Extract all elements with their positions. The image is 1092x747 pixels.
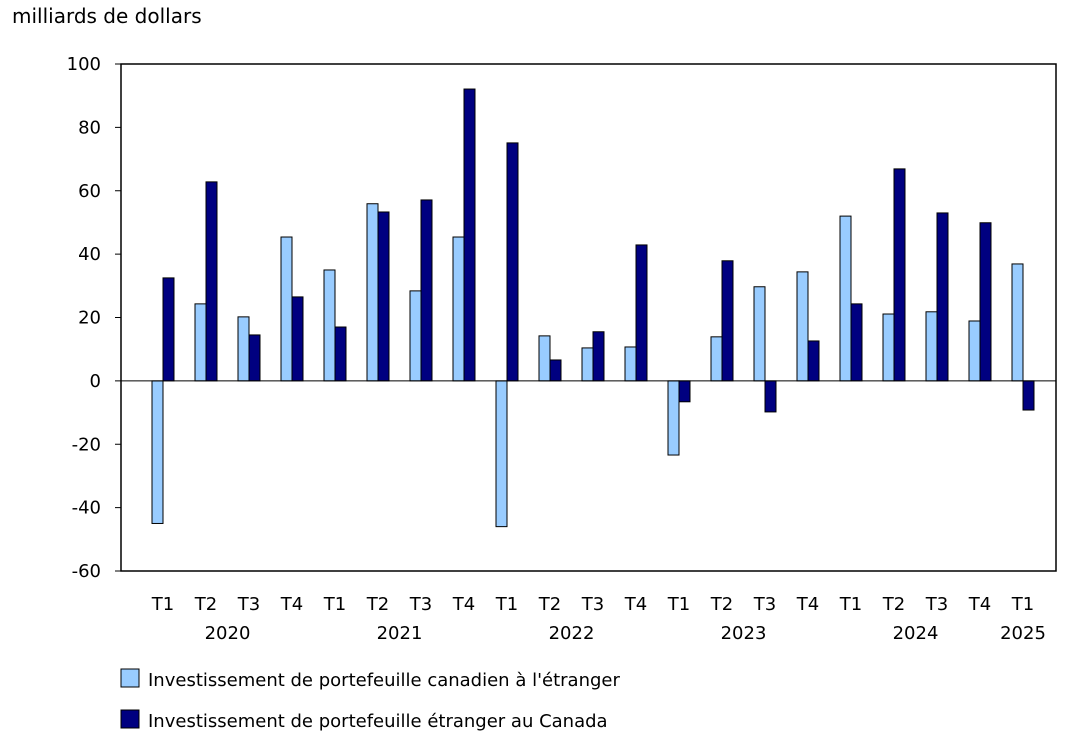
bar-canadian-abroad xyxy=(280,236,293,382)
bar-canadian-abroad xyxy=(925,311,938,382)
bar-foreign-in-canada xyxy=(893,168,906,382)
legend-swatch xyxy=(120,709,140,729)
bar-canadian-abroad xyxy=(151,380,164,524)
y-tick-label: -60 xyxy=(72,561,101,582)
bar-foreign-in-canada xyxy=(334,326,347,382)
bar-foreign-in-canada xyxy=(291,296,304,382)
plot-frame xyxy=(120,63,1057,572)
y-tick-label: 100 xyxy=(67,54,101,75)
bar-canadian-abroad xyxy=(968,320,981,382)
x-tick-label: T4 xyxy=(796,594,819,615)
x-tick-label: T1 xyxy=(839,594,862,615)
bar-canadian-abroad xyxy=(366,203,379,382)
bar-foreign-in-canada xyxy=(463,88,476,382)
bar-foreign-in-canada xyxy=(506,142,519,382)
bar-foreign-in-canada xyxy=(936,212,949,382)
bar-foreign-in-canada xyxy=(549,359,562,382)
bar-canadian-abroad xyxy=(323,269,336,382)
y-axis-title: milliards de dollars xyxy=(12,4,202,28)
y-tick-label: 80 xyxy=(78,117,101,138)
x-tick-label: T3 xyxy=(925,594,948,615)
x-tick-label: T3 xyxy=(237,594,260,615)
bar-canadian-abroad xyxy=(667,380,680,456)
x-tick-label: T2 xyxy=(366,594,389,615)
x-tick-label: T3 xyxy=(581,594,604,615)
bar-foreign-in-canada xyxy=(850,303,863,382)
x-year-label: 2023 xyxy=(721,623,767,644)
x-tick-label: T1 xyxy=(151,594,174,615)
y-tick-label: -40 xyxy=(72,498,101,519)
bar-canadian-abroad xyxy=(538,335,551,382)
x-year-label: 2020 xyxy=(205,623,251,644)
bar-foreign-in-canada xyxy=(1022,380,1035,411)
x-tick-label: T1 xyxy=(323,594,346,615)
bar-canadian-abroad xyxy=(452,236,465,382)
bar-foreign-in-canada xyxy=(764,380,777,413)
x-tick-label: T4 xyxy=(624,594,647,615)
bar-canadian-abroad xyxy=(194,303,207,382)
bar-canadian-abroad xyxy=(753,286,766,382)
bar-foreign-in-canada xyxy=(635,244,648,382)
x-tick-label: T4 xyxy=(452,594,475,615)
bar-foreign-in-canada xyxy=(420,199,433,382)
bar-canadian-abroad xyxy=(409,290,422,382)
bar-foreign-in-canada xyxy=(592,331,605,382)
bar-canadian-abroad xyxy=(839,215,852,382)
bar-foreign-in-canada xyxy=(248,334,261,382)
bar-foreign-in-canada xyxy=(721,260,734,382)
bar-foreign-in-canada xyxy=(807,340,820,382)
bar-foreign-in-canada xyxy=(162,277,175,382)
x-tick-label: T2 xyxy=(710,594,733,615)
x-tick-label: T1 xyxy=(495,594,518,615)
x-tick-label: T1 xyxy=(667,594,690,615)
y-tick-label: 60 xyxy=(78,181,101,202)
x-year-label: 2025 xyxy=(1000,623,1046,644)
x-tick-label: T2 xyxy=(882,594,905,615)
y-tick-label: -20 xyxy=(72,434,101,455)
bar-foreign-in-canada xyxy=(205,181,218,382)
x-year-label: 2022 xyxy=(549,623,595,644)
bar-canadian-abroad xyxy=(796,271,809,382)
x-tick-label: T4 xyxy=(968,594,991,615)
bar-canadian-abroad xyxy=(624,346,637,382)
y-tick-label: 0 xyxy=(90,371,101,392)
legend-label: Investissement de portefeuille canadien … xyxy=(148,670,620,691)
bar-canadian-abroad xyxy=(1011,263,1024,382)
bar-canadian-abroad xyxy=(710,336,723,382)
x-tick-label: T2 xyxy=(194,594,217,615)
legend-label: Investissement de portefeuille étranger … xyxy=(148,711,608,732)
x-tick-label: T2 xyxy=(538,594,561,615)
bar-foreign-in-canada xyxy=(678,380,691,403)
bar-foreign-in-canada xyxy=(377,211,390,382)
bar-foreign-in-canada xyxy=(979,222,992,382)
legend-swatch xyxy=(120,668,140,688)
x-tick-label: T3 xyxy=(753,594,776,615)
y-tick-label: 40 xyxy=(78,244,101,265)
bar-canadian-abroad xyxy=(495,380,508,528)
x-tick-label: T1 xyxy=(1011,594,1034,615)
y-tick-label: 20 xyxy=(78,308,101,329)
x-year-label: 2024 xyxy=(893,623,939,644)
x-tick-label: T4 xyxy=(280,594,303,615)
x-year-label: 2021 xyxy=(377,623,423,644)
x-tick-label: T3 xyxy=(409,594,432,615)
bar-canadian-abroad xyxy=(882,313,895,382)
bar-canadian-abroad xyxy=(581,347,594,382)
bar-canadian-abroad xyxy=(237,316,250,382)
